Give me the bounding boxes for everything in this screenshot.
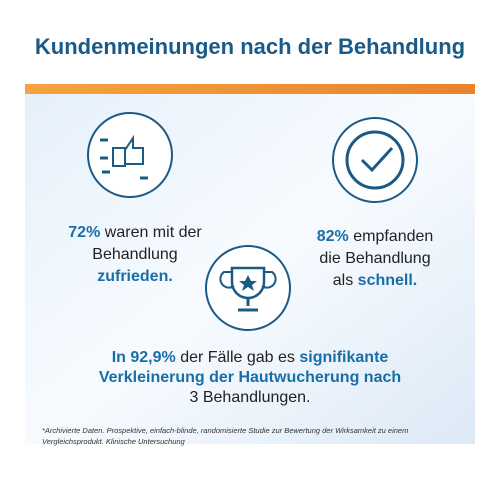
clock-icon (332, 117, 418, 203)
text: waren mit der (104, 224, 202, 241)
emphasis-text: In 92,9% (111, 349, 176, 366)
footnote: *Archivierte Daten. Prospektive, einfach… (42, 426, 409, 446)
stat-block: 82% empfanden die Behandlung als schnell. (275, 226, 475, 292)
thumbs-icon (87, 112, 173, 198)
emphasis-text: schnell. (357, 272, 418, 289)
text-line: 3 Behandlungen. (0, 388, 500, 408)
emphasis-text: 82% (316, 228, 349, 245)
trophy-icon (205, 245, 291, 331)
text: als (332, 272, 354, 289)
emphasis-text: signifikante (299, 349, 389, 366)
emphasis-text: Verkleinerung der Hautwucherung nach (98, 369, 402, 386)
text-line: die Behandlung (275, 248, 475, 270)
text-line: 72% waren mit der (35, 222, 235, 244)
text-line: Behandlung (35, 244, 235, 266)
emphasis-text: zufrieden. (97, 268, 173, 285)
text-line: Verkleinerung der Hautwucherung nach (0, 368, 500, 388)
text-line: In 92,9% der Fälle gab es signifikante (0, 348, 500, 368)
text: die Behandlung (319, 250, 431, 267)
text-line: 82% empfanden (275, 226, 475, 248)
text: Behandlung (92, 246, 178, 263)
text-line: zufrieden. (35, 266, 235, 288)
summary-block: In 92,9% der Fälle gab es signifikante Verk… (0, 348, 500, 408)
title: Kundenmeinungen nach der Behandlung (34, 34, 466, 59)
emphasis-text: 72% (68, 224, 101, 241)
stat-block: 72% waren mit der Behandlung zufrieden. (35, 222, 235, 288)
text-line: als schnell. (275, 270, 475, 292)
text: der Fälle gab es (180, 349, 295, 366)
text: empfanden (353, 228, 434, 245)
text: 3 Behandlungen. (189, 389, 311, 406)
accent-bar (25, 84, 475, 94)
